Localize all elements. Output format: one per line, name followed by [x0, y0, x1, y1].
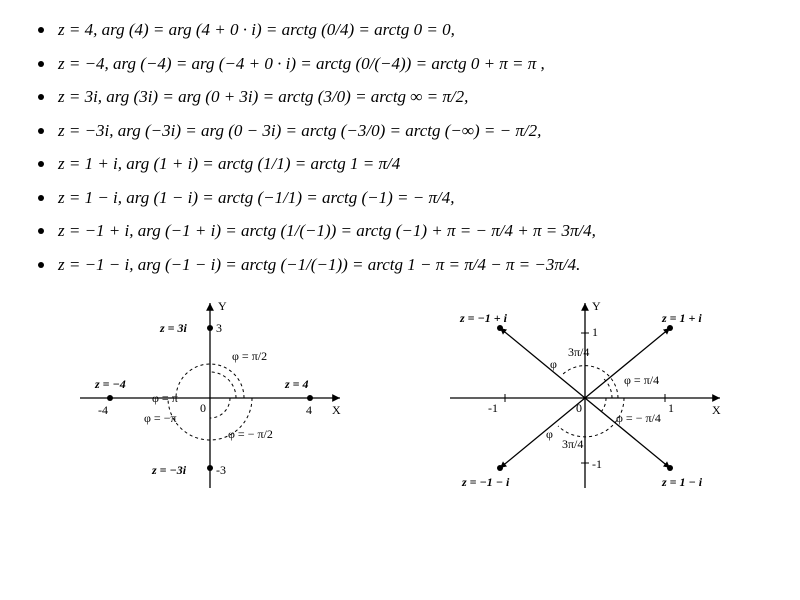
equation-item: z = 1 − i, arg (1 − i) = arctg (−1/1) = …	[30, 188, 770, 208]
equation-item: z = 1 + i, arg (1 + i) = arctg (1/1) = a…	[30, 154, 770, 174]
origin-label: 0	[200, 401, 206, 415]
tick-4: 4	[306, 403, 312, 417]
tick-neg4: -4	[98, 403, 108, 417]
axis-y-label: Y	[218, 299, 227, 313]
label-phi-pi4: φ = π/4	[624, 373, 659, 387]
tick-top1: 1	[592, 325, 598, 339]
tick-1: 1	[668, 401, 674, 415]
label-phi-pi2: φ = π/2	[232, 349, 267, 363]
label-z1i: z = 1 + i	[661, 311, 702, 325]
equation-item: z = −4, arg (−4) = arg (−4 + 0 · i) = ar…	[30, 54, 770, 74]
label-phi-pi: φ = π	[152, 391, 178, 405]
tick-bot-neg1: -1	[592, 457, 602, 471]
diagram-real-axis: Y X 0 4 -4 3 -3 z = 4 z = −4 z = 3i z = …	[60, 288, 360, 498]
label-phi-negpi: φ = −π	[144, 411, 177, 425]
label-phi-neg3pi4: 3π/4	[562, 437, 583, 451]
label-phi-only-bot: φ	[546, 427, 553, 441]
equation-item: z = −1 + i, arg (−1 + i) = arctg (1/(−1)…	[30, 221, 770, 241]
label-zneg1i: z = −1 + i	[459, 311, 508, 325]
label-z3i: z = 3i	[159, 321, 188, 335]
axis-x-label: X	[712, 403, 721, 417]
equation-item: z = −3i, arg (−3i) = arg (0 − 3i) = arct…	[30, 121, 770, 141]
label-zneg1negi: z = −1 − i	[461, 475, 510, 489]
label-z1negi: z = 1 − i	[661, 475, 703, 489]
label-phi-3pi4-top: 3π/4	[568, 345, 589, 359]
label-phi-negpi4: φ = − π/4	[616, 411, 661, 425]
label-phi-only-top: φ	[550, 357, 557, 371]
tick-neg3: -3	[216, 463, 226, 477]
equation-item: z = 4, arg (4) = arg (4 + 0 · i) = arctg…	[30, 20, 770, 40]
label-zneg3i: z = −3i	[151, 463, 187, 477]
equation-item: z = −1 − i, arg (−1 − i) = arctg (−1/(−1…	[30, 255, 770, 275]
equation-list: z = 4, arg (4) = arg (4 + 0 · i) = arctg…	[30, 20, 770, 274]
axis-y-label: Y	[592, 299, 601, 313]
diagram-row: Y X 0 4 -4 3 -3 z = 4 z = −4 z = 3i z = …	[30, 288, 770, 498]
equation-item: z = 3i, arg (3i) = arg (0 + 3i) = arctg …	[30, 87, 770, 107]
label-zneg4: z = −4	[94, 377, 126, 391]
tick-3: 3	[216, 321, 222, 335]
tick-neg1: -1	[488, 401, 498, 415]
label-z4: z = 4	[284, 377, 309, 391]
axis-x-label: X	[332, 403, 341, 417]
diagram-unit-square: Y X 0 1 -1 1 -1 z = 1 + i z = −1 + i z =…	[420, 288, 740, 498]
label-phi-negpi2: φ = − π/2	[228, 427, 273, 441]
